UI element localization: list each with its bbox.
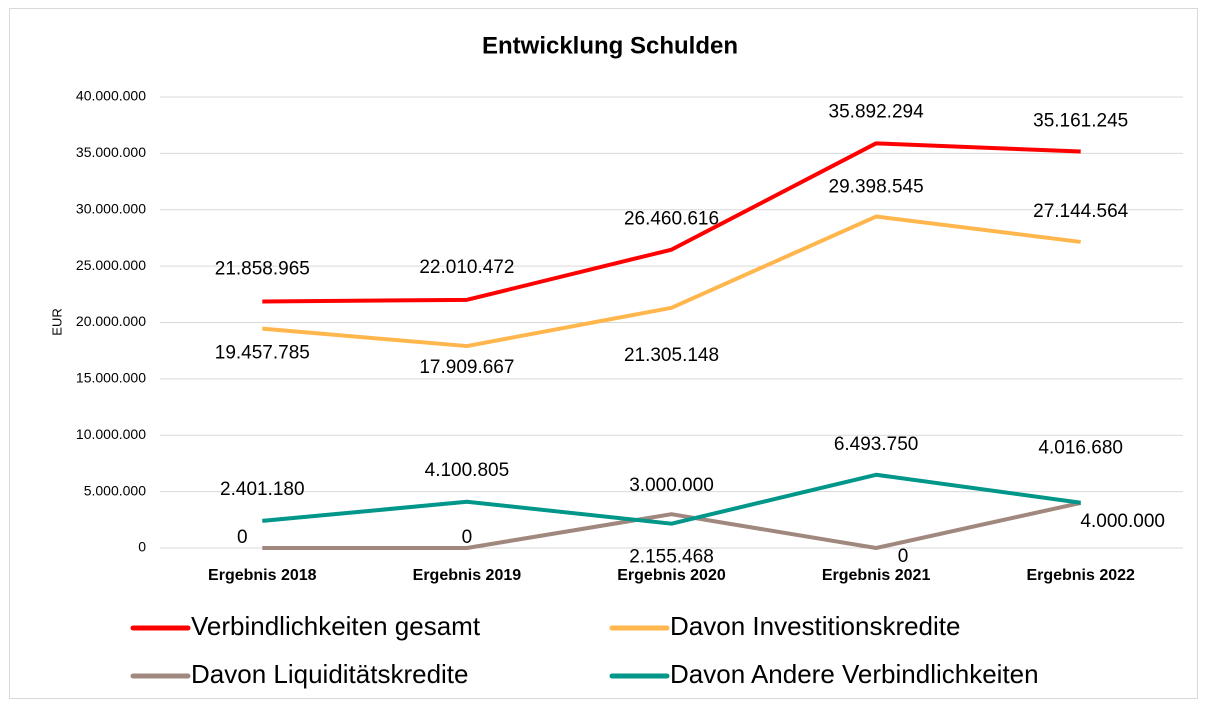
y-tick-label: 0 xyxy=(138,539,146,555)
chart-border xyxy=(9,8,1198,699)
data-label: 29.398.545 xyxy=(829,177,924,198)
data-label: 26.460.616 xyxy=(624,209,719,230)
legend-label: Verbindlichkeiten gesamt xyxy=(191,611,481,641)
y-tick-label: 20.000.000 xyxy=(76,313,146,329)
y-tick-label: 25.000.000 xyxy=(76,257,146,273)
y-tick-label: 40.000.000 xyxy=(76,88,146,104)
data-label: 35.892.294 xyxy=(829,101,925,122)
data-label: 21.305.148 xyxy=(624,345,719,366)
x-tick-label: Ergebnis 2022 xyxy=(1026,567,1135,584)
y-tick-label: 30.000.000 xyxy=(76,200,146,216)
chart-title: Entwicklung Schulden xyxy=(482,32,738,59)
data-label: 27.144.564 xyxy=(1033,201,1129,222)
data-label: 35.161.245 xyxy=(1033,111,1128,132)
data-label: 22.010.472 xyxy=(419,257,514,278)
series-line xyxy=(262,472,1081,526)
y-axis-label: EUR xyxy=(49,308,64,335)
data-label: 4.016.680 xyxy=(1038,438,1123,459)
series-line xyxy=(262,141,1081,304)
data-label: 0 xyxy=(462,527,473,548)
data-label: 6.493.750 xyxy=(834,434,919,455)
legend-label: Davon Liquiditätskredite xyxy=(191,659,469,689)
y-tick-label: 10.000.000 xyxy=(76,426,146,442)
data-label: 4.000.000 xyxy=(1080,511,1165,532)
legend-label: Davon Andere Verbindlichkeiten xyxy=(670,659,1039,689)
y-tick-label: 15.000.000 xyxy=(76,370,146,386)
data-label: 2.155.468 xyxy=(629,547,714,568)
legend-label: Davon Investitionskredite xyxy=(670,611,960,641)
y-tick-label: 35.000.000 xyxy=(76,144,146,160)
data-label: 4.100.805 xyxy=(425,460,510,481)
x-tick-label: Ergebnis 2021 xyxy=(822,567,931,584)
data-label: 21.858.965 xyxy=(215,259,310,280)
data-label: 17.909.667 xyxy=(419,357,514,378)
x-tick-label: Ergebnis 2019 xyxy=(413,567,522,584)
data-label: 0 xyxy=(898,546,909,567)
x-tick-label: Ergebnis 2018 xyxy=(208,567,317,584)
data-label: 0 xyxy=(237,527,248,548)
data-label: 3.000.000 xyxy=(629,475,714,496)
data-label: 19.457.785 xyxy=(215,343,310,364)
data-label: 2.401.180 xyxy=(220,479,305,500)
series-line xyxy=(262,214,1081,349)
series-line xyxy=(262,500,1082,550)
x-tick-label: Ergebnis 2020 xyxy=(617,567,726,584)
y-tick-label: 5.000.000 xyxy=(84,482,146,498)
